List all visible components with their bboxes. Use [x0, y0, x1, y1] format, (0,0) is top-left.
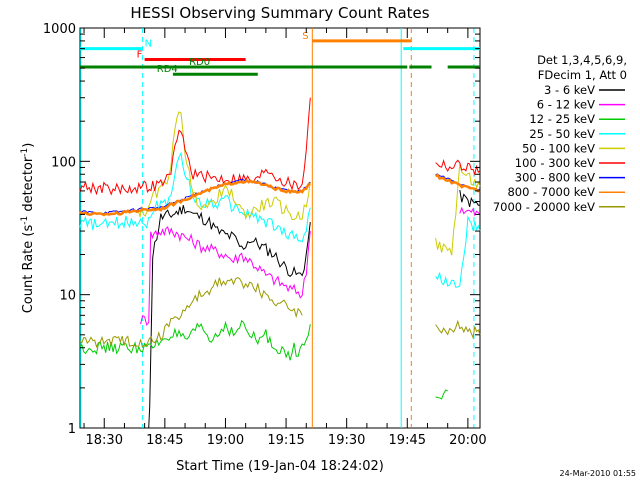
legend-entry-label: 25 - 50 keV — [529, 127, 595, 141]
y-label-sup1: -1 — [20, 216, 30, 225]
legend-entry-label: 12 - 25 keV — [529, 112, 595, 126]
y-label-end: ) — [21, 143, 36, 148]
footer-timestamp: 24-Mar-2010 01:55 — [560, 469, 637, 478]
data-series — [79, 97, 481, 429]
legend: Det 1,3,4,5,6,9,FDecim 1, Att 03 - 6 keV… — [493, 53, 627, 214]
x-tick-label: 19:15 — [267, 433, 304, 448]
series-line — [79, 97, 311, 196]
plot-frame — [79, 27, 481, 429]
legend-entry-label: 6 - 12 keV — [537, 98, 595, 112]
series-line-segment2 — [459, 189, 481, 208]
vertical-markers — [80, 28, 475, 428]
series-line-segment2 — [435, 159, 481, 177]
series-line-segment2 — [435, 389, 448, 400]
x-tick-label: 20:00 — [449, 433, 486, 448]
series-line — [140, 226, 311, 326]
series-line — [79, 277, 303, 349]
series-line — [148, 205, 311, 429]
series-line-segment2 — [435, 173, 481, 193]
flag-label: S — [302, 31, 308, 42]
series-line — [136, 111, 311, 221]
flag-label: F — [137, 50, 143, 61]
plot-area: N S F RD0 RD4 1 10 100 1000 18:30 18:45 19:00 19:1… — [43, 22, 487, 448]
x-tick-label: 19:00 — [207, 433, 244, 448]
series-line — [79, 319, 311, 361]
y-tick-label: 10 — [59, 289, 76, 304]
series-line-segment2 — [435, 164, 481, 256]
legend-entry-label: 100 - 300 keV — [515, 156, 595, 170]
legend-entry-label: 300 - 800 keV — [515, 171, 595, 185]
legend-entry-label: 800 - 7000 keV — [507, 185, 595, 199]
flag-label: RD4 — [157, 64, 178, 75]
x-axis-label: Start Time (19-Jan-04 18:24:02) — [176, 459, 384, 474]
series-line-segment2 — [459, 206, 481, 217]
y-tick-label: 1000 — [43, 22, 76, 37]
x-tick-label: 19:45 — [389, 433, 426, 448]
y-label-sup2: -1 — [20, 148, 30, 157]
x-tick-label: 18:30 — [86, 433, 123, 448]
flag-bars: N S F RD0 RD4 — [80, 31, 480, 76]
x-axis: 18:30 18:45 19:00 19:15 19:30 19:45 20:00 — [83, 28, 487, 448]
flag-label: N — [145, 39, 152, 50]
flag-label: RD0 — [189, 57, 210, 68]
legend-entry-label: 3 - 6 keV — [544, 83, 595, 97]
y-axis: 1 10 100 1000 — [43, 22, 480, 437]
x-tick-label: 18:45 — [146, 433, 183, 448]
legend-header: FDecim 1, Att 0 — [538, 68, 627, 82]
chart-title: HESSI Observing Summary Count Rates — [130, 4, 429, 22]
y-tick-label: 1 — [68, 422, 76, 437]
series-line-segment2 — [435, 319, 481, 340]
y-axis-label: Count Rate (s-1 detector-1) — [20, 143, 36, 314]
legend-header: Det 1,3,4,5,6,9, — [537, 53, 627, 67]
series-line — [79, 178, 311, 217]
legend-entry-label: 50 - 100 keV — [522, 141, 595, 155]
y-label-mid: detector — [21, 156, 36, 216]
y-label-main: Count Rate (s — [21, 225, 36, 314]
series-line-segment2 — [435, 215, 481, 288]
y-tick-label: 100 — [51, 155, 76, 170]
legend-entry-label: 7000 - 20000 keV — [493, 200, 595, 214]
x-tick-label: 19:30 — [328, 433, 365, 448]
